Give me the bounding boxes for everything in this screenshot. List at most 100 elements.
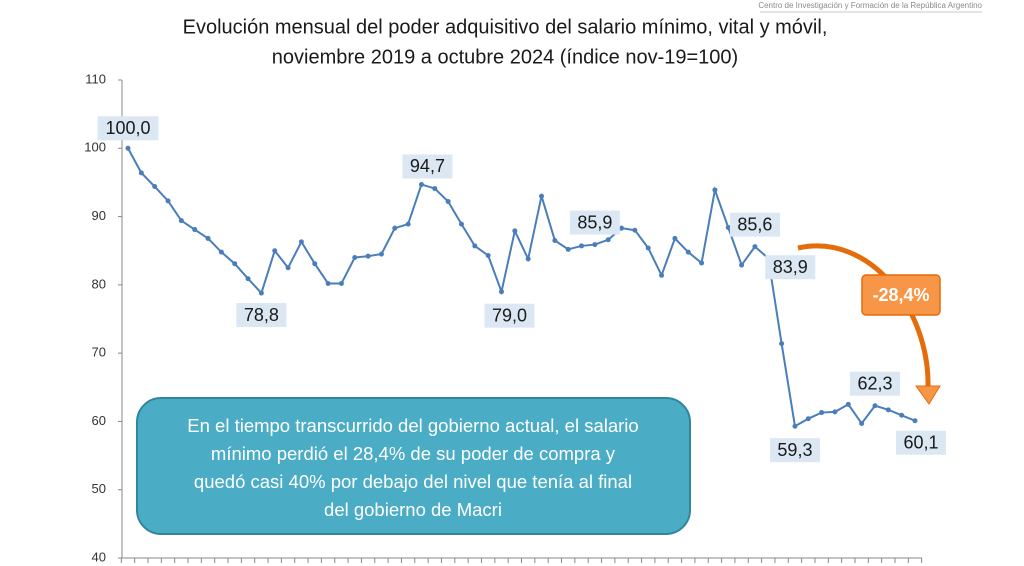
point	[258, 290, 264, 296]
y-tick-label: 70	[92, 345, 106, 360]
point	[205, 235, 211, 241]
point	[125, 145, 131, 151]
point	[512, 228, 518, 234]
series-line	[127, 147, 916, 428]
y-tick-label: 100	[84, 140, 106, 155]
point	[485, 252, 491, 258]
point	[272, 248, 278, 254]
chart-subtitle: noviembre 2019 a octubre 2024 (índice no…	[272, 46, 738, 68]
value-label-bg	[484, 303, 535, 328]
point	[432, 186, 438, 192]
point	[872, 403, 878, 409]
point	[525, 256, 531, 262]
y-tick-label: 110	[85, 71, 106, 86]
point	[645, 245, 651, 251]
value-label-bg	[896, 430, 946, 455]
point	[498, 289, 504, 295]
y-tick-label: 40	[92, 549, 106, 564]
value-label: 78,8	[244, 305, 279, 325]
point	[819, 410, 825, 416]
plot: 40 50 60 70 80 90 100 110 100,0 78,8 94,7 79,0 85,9 8…	[84, 71, 946, 564]
point	[792, 423, 798, 429]
value-label-bg	[569, 210, 620, 235]
point	[885, 407, 891, 413]
value-label-bg	[97, 116, 159, 141]
point	[725, 224, 731, 230]
arrow-head	[915, 385, 941, 405]
y-tick-label: 80	[92, 276, 106, 291]
point	[152, 184, 158, 190]
point	[418, 181, 424, 187]
point	[352, 255, 358, 261]
point	[859, 420, 865, 426]
point	[178, 218, 184, 224]
annotation-line: En el tiempo transcurrido del gobierno a…	[187, 415, 638, 436]
value-label: 85,6	[737, 214, 772, 234]
point	[899, 412, 905, 418]
chart-title: Evolución mensual del poder adquisitivo …	[183, 16, 828, 38]
value-label-bg	[402, 154, 453, 179]
point	[192, 227, 198, 233]
point	[378, 251, 384, 257]
point	[779, 341, 785, 347]
point	[285, 265, 291, 271]
value-label: 60,1	[903, 432, 938, 452]
change-label: -28,4%	[872, 285, 929, 305]
value-label: 85,9	[577, 212, 612, 232]
annotation-line: del gobierno de Macri	[324, 499, 502, 520]
point	[325, 280, 331, 286]
value-label: 83,9	[773, 257, 808, 277]
value-label: 79,0	[492, 305, 527, 325]
point	[138, 170, 144, 176]
value-label-bg	[769, 438, 820, 463]
point	[685, 249, 691, 255]
point	[565, 246, 571, 252]
point	[579, 243, 585, 249]
y-tick-label: 90	[92, 208, 106, 223]
point	[458, 221, 464, 227]
point	[405, 221, 411, 227]
source: Centro de Investigación y Formación de l…	[758, 1, 982, 10]
point	[312, 261, 318, 267]
point	[472, 243, 478, 249]
point	[752, 244, 758, 250]
y-tick-label: 60	[92, 413, 106, 428]
point	[739, 262, 745, 268]
point	[805, 416, 811, 422]
change-arrow	[797, 243, 931, 389]
point	[539, 193, 545, 199]
point	[392, 225, 398, 231]
point	[605, 237, 611, 243]
point	[298, 239, 304, 245]
point	[845, 401, 851, 407]
annotation-line: mínimo perdió el 28,4% de su poder de co…	[211, 443, 616, 464]
value-label: 62,3	[857, 373, 892, 393]
annotation-box	[136, 397, 691, 535]
point	[592, 242, 598, 248]
value-label-bg	[765, 255, 816, 280]
point	[552, 237, 558, 243]
point	[619, 225, 625, 231]
point	[245, 276, 251, 282]
point	[672, 235, 678, 241]
point	[445, 199, 451, 205]
point	[712, 187, 718, 193]
point	[165, 198, 171, 204]
point	[832, 409, 838, 415]
point	[912, 418, 918, 424]
value-label: 100,0	[105, 118, 150, 138]
y-tick-label: 50	[92, 481, 106, 496]
point	[232, 261, 238, 267]
value-label-bg	[849, 371, 900, 396]
change-box	[861, 274, 941, 316]
point	[338, 280, 344, 286]
value-label-bg	[729, 212, 780, 237]
annotation-line: quedó casi 40% por debajo del nivel que …	[194, 471, 632, 492]
value-label: 94,7	[410, 156, 445, 176]
point	[365, 253, 371, 259]
point	[699, 260, 705, 266]
value-label-bg	[236, 303, 287, 328]
value-label: 59,3	[777, 440, 812, 460]
point	[659, 272, 665, 278]
